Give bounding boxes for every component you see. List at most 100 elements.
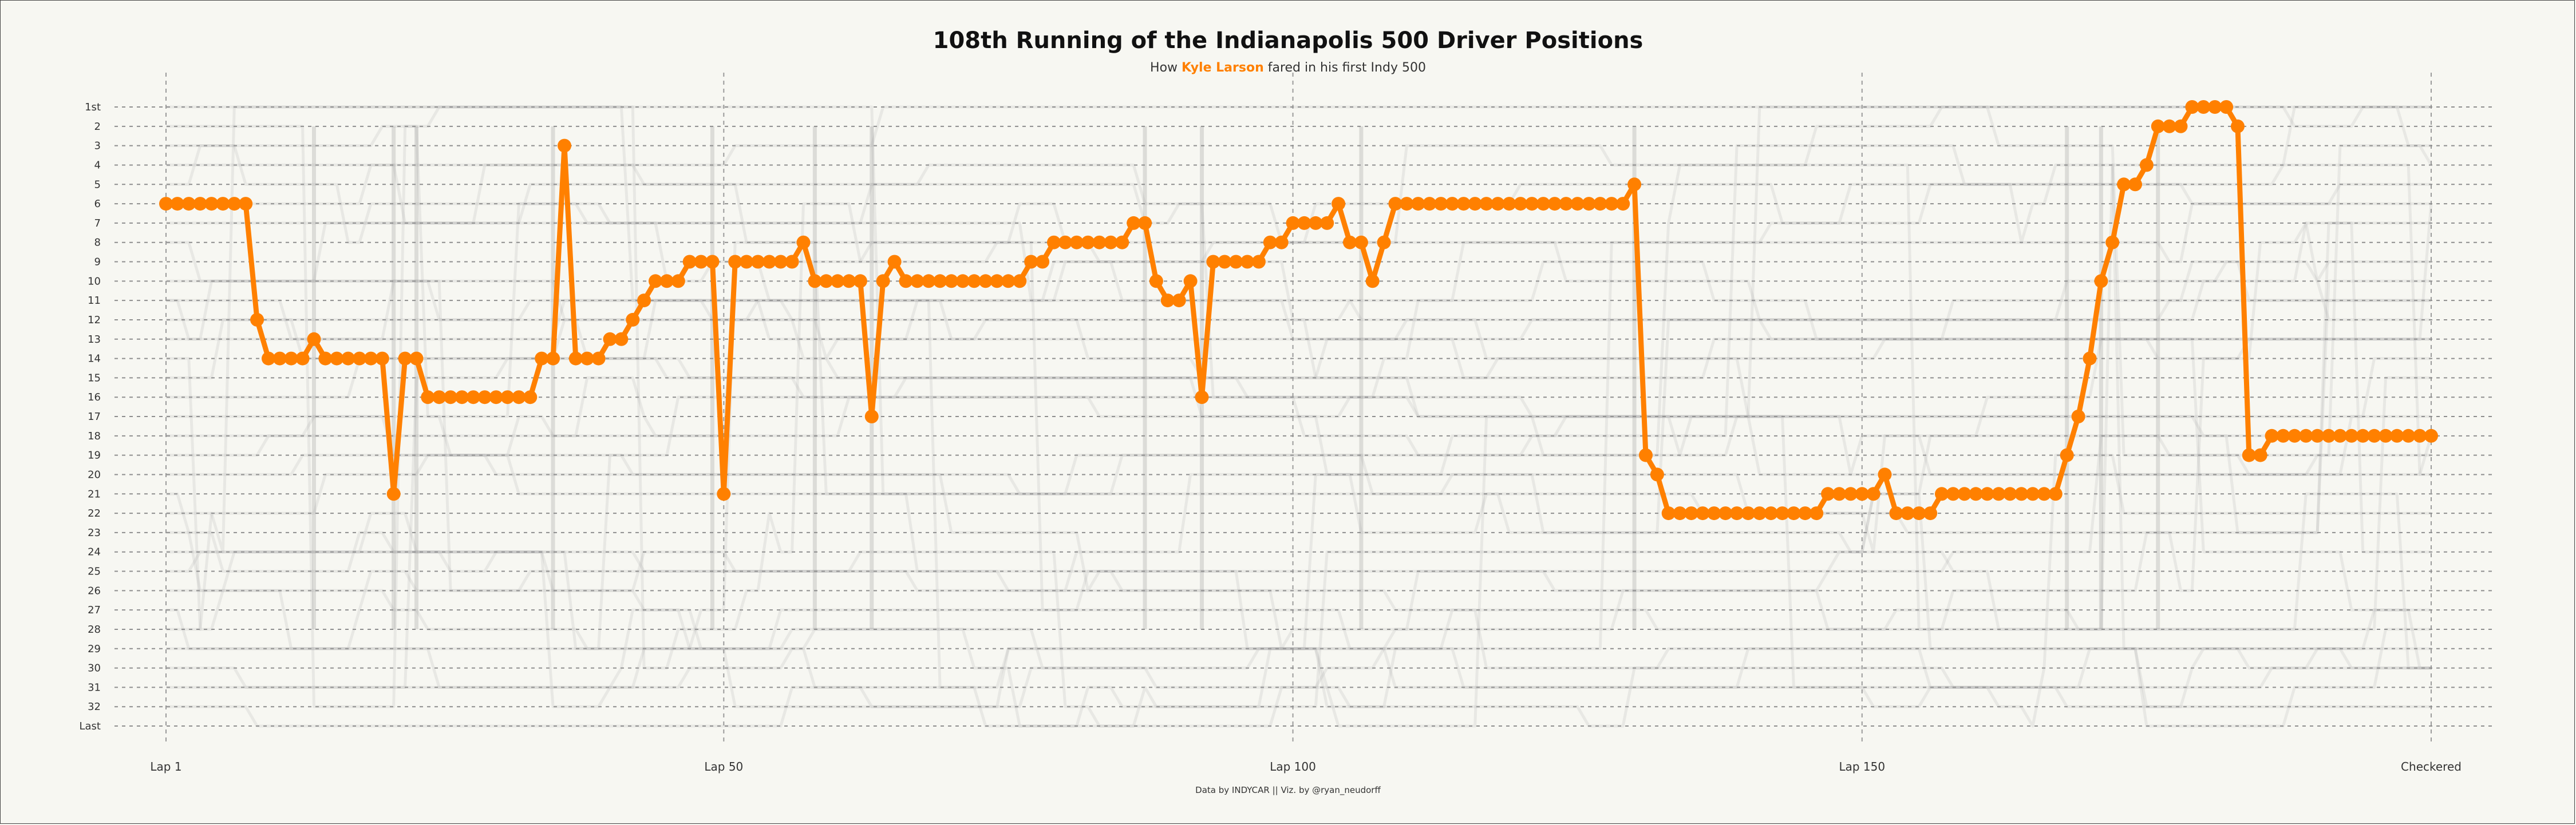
lap-position-point [2379,429,2393,443]
lap-position-point [489,390,503,404]
lap-position-point [2139,158,2154,172]
lap-position-point [853,274,867,288]
y-tick-label: 27 [88,604,101,616]
lap-position-point [1229,255,1243,269]
lap-position-point [2356,429,2370,443]
lap-position-point [922,274,936,288]
other-driver-line [166,221,2431,534]
y-tick-label: 30 [88,663,101,675]
other-drivers-lines [166,105,2433,728]
lap-position-point [910,274,924,288]
lap-position-point [1707,506,1721,521]
lap-position-point [2333,429,2347,443]
lap-position-point [1570,197,1585,211]
other-driver-line [166,144,2433,592]
lap-position-point [591,351,606,366]
lap-position-point [2162,119,2176,133]
lap-position-point [1718,506,1733,521]
lap-position-point [568,351,583,366]
lap-position-point [1013,274,1027,288]
lap-position-point [2037,487,2051,501]
subtitle-suffix: fared in his first Indy 500 [1263,61,1426,75]
lap-position-point [386,487,401,501]
lap-position-point [2253,448,2267,462]
lap-position-point [2117,177,2131,192]
lap-position-point [2310,429,2325,443]
lap-position-point [1798,506,1812,521]
lap-position-point [1343,235,1357,249]
y-tick-label: 4 [94,159,101,171]
lap-position-point [1434,197,1448,211]
lap-position-point [1354,235,1368,249]
lap-position-point [1912,506,1926,521]
lap-position-point [2071,410,2085,423]
lap-position-point [808,274,822,288]
y-tick-label: 18 [88,430,101,442]
y-tick-label: 32 [88,701,101,713]
lap-position-point [1616,197,1630,211]
y-tick-label: 21 [88,488,101,500]
lap-position-point [2208,100,2222,114]
lap-position-point [330,351,344,366]
lap-position-point [2276,429,2290,443]
y-tick-label: 17 [88,411,101,423]
y-tick-label: 8 [94,237,101,249]
lap-position-point [2083,351,2097,366]
lap-position-point [967,274,981,288]
lap-position-point [318,351,333,366]
other-driver-line [166,105,2431,728]
lap-position-point [1889,506,1903,521]
lap-position-point [1832,487,1846,501]
lap-position-point [558,138,571,153]
lap-position-point [1752,506,1767,521]
other-driver-line [166,202,2431,302]
lap-position-point [637,293,651,308]
lap-position-point [2105,235,2120,249]
y-tick-label: 5 [94,179,101,191]
x-gridlines [165,73,2432,744]
other-driver-line [166,511,2431,670]
lap-position-point [671,274,685,288]
y-tick-label: 23 [88,527,101,539]
x-tick-label: Lap 150 [1839,760,1885,774]
other-driver-line [166,203,2433,379]
highlight-driver-path [163,104,2434,516]
x-tick-label: Checkered [2401,760,2462,774]
lap-position-point [659,274,674,288]
lap-position-point [2174,119,2188,133]
lap-position-point [1377,235,1391,249]
y-tick-label: 16 [88,391,101,403]
y-tick-label: Last [80,720,101,732]
lap-position-point [1320,216,1334,230]
lap-position-point [887,255,902,269]
lap-position-point [1866,487,1880,501]
lap-position-point [284,351,298,366]
other-driver-line [166,105,2431,457]
y-tick-label: 28 [88,624,101,636]
other-driver-line [166,550,2431,728]
lap-position-point [1365,274,1380,288]
lap-position-point [1775,506,1789,521]
y-tick-label: 9 [94,256,101,268]
lap-position-point [649,274,662,288]
lap-position-point [1582,197,1596,211]
lap-position-point [1684,506,1698,521]
y-tick-label: 7 [94,217,101,229]
lap-position-point [990,274,1004,288]
lap-position-point [1855,487,1869,501]
lap-position-point [1559,197,1573,211]
other-driver-line [166,357,2431,728]
y-tick-label: 12 [88,314,101,326]
lap-position-point [1935,487,1949,501]
y-tick-label: 24 [88,546,101,558]
lap-position-point [262,351,275,366]
lap-position-point [603,332,617,346]
lap-position-point [1332,197,1346,211]
x-tick-label: Lap 1 [150,760,181,774]
lap-position-point [477,390,492,404]
lap-position-point [2265,429,2279,443]
lap-position-point [2413,429,2427,443]
lap-position-point [181,197,196,211]
lap-position-point [204,197,219,211]
chart-subtitle: How Kyle Larson fared in his first Indy … [0,61,2576,75]
